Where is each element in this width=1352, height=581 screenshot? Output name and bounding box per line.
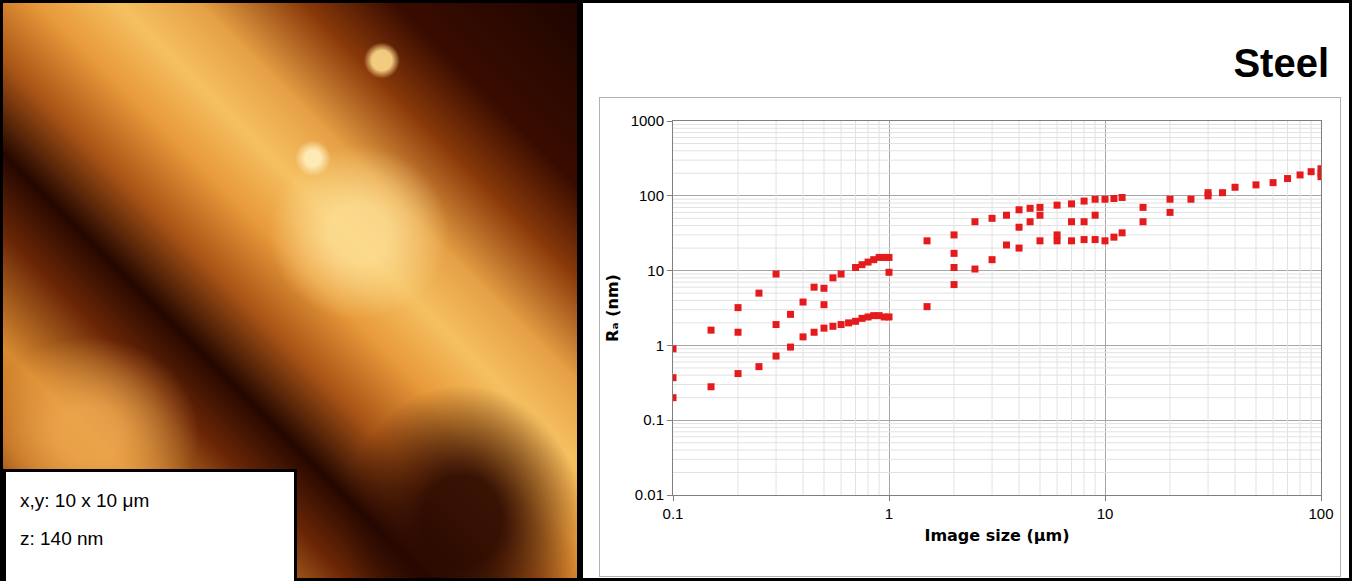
- svg-text:100: 100: [639, 187, 664, 204]
- svg-text:10: 10: [647, 262, 664, 279]
- svg-text:10: 10: [1097, 505, 1114, 522]
- html-text:x,y: 10 x 10 μm: x,y: 10 x 10 μm: [20, 490, 150, 511]
- svg-text:0.1: 0.1: [643, 411, 664, 428]
- svg-text:100: 100: [1308, 505, 1333, 522]
- html-text:z: 140 nm: z: 140 nm: [20, 528, 104, 549]
- svg-text:0.1: 0.1: [663, 505, 684, 522]
- svg-text:1000: 1000: [631, 112, 664, 129]
- svg-text:Image size (μm): Image size (μm): [924, 526, 1069, 545]
- svg-text:0.01: 0.01: [635, 486, 664, 503]
- svg-text:1: 1: [885, 505, 893, 522]
- svg-text:Rₐ (nm): Rₐ (nm): [603, 274, 622, 342]
- html-text:Steel: Steel: [1233, 41, 1329, 85]
- svg-text:1: 1: [656, 337, 664, 354]
